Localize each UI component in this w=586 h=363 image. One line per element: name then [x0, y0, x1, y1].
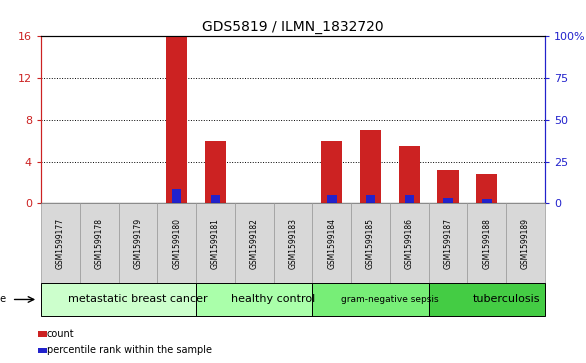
Bar [429, 283, 545, 316]
Text: GSM1599185: GSM1599185 [366, 218, 375, 269]
Text: GSM1599183: GSM1599183 [288, 218, 298, 269]
Bar [321, 140, 342, 203]
Bar [211, 195, 220, 203]
Bar [506, 203, 545, 283]
Text: GSM1599189: GSM1599189 [521, 218, 530, 269]
Bar [274, 203, 312, 283]
Bar [390, 203, 429, 283]
Bar [360, 130, 381, 203]
Text: GSM1599180: GSM1599180 [172, 218, 181, 269]
Bar [312, 283, 429, 316]
Bar [351, 203, 390, 283]
Text: gram-negative sepsis: gram-negative sepsis [341, 295, 439, 304]
Text: tuberculosis: tuberculosis [472, 294, 540, 305]
Text: GSM1599188: GSM1599188 [482, 218, 491, 269]
Text: GSM1599184: GSM1599184 [327, 218, 336, 269]
Bar [157, 203, 196, 283]
Text: disease state: disease state [0, 294, 6, 305]
Text: GSM1599178: GSM1599178 [95, 218, 104, 269]
Text: GSM1599187: GSM1599187 [444, 218, 452, 269]
Text: GSM1599182: GSM1599182 [250, 218, 259, 269]
Bar [429, 203, 468, 283]
Bar [118, 203, 157, 283]
Bar [482, 199, 492, 203]
Bar [398, 146, 420, 203]
Bar [366, 195, 375, 203]
Bar [476, 174, 498, 203]
Bar [80, 203, 118, 283]
Bar [404, 195, 414, 203]
Bar [41, 283, 196, 316]
Text: metastatic breast cancer: metastatic breast cancer [68, 294, 208, 305]
Bar [196, 283, 312, 316]
Title: GDS5819 / ILMN_1832720: GDS5819 / ILMN_1832720 [202, 20, 384, 34]
Bar [437, 170, 459, 203]
Bar [166, 36, 188, 203]
Text: GSM1599186: GSM1599186 [405, 218, 414, 269]
Bar [327, 195, 336, 203]
Bar [235, 203, 274, 283]
Text: healthy control: healthy control [231, 294, 316, 305]
Bar [41, 203, 80, 283]
Text: percentile rank within the sample: percentile rank within the sample [47, 345, 212, 355]
Text: GSM1599181: GSM1599181 [211, 218, 220, 269]
Bar [468, 203, 506, 283]
Bar [172, 189, 182, 203]
Bar [312, 203, 351, 283]
Bar [196, 203, 235, 283]
Bar [443, 198, 453, 203]
Bar [205, 140, 226, 203]
Text: GSM1599179: GSM1599179 [134, 218, 142, 269]
Text: count: count [47, 329, 74, 339]
Text: GSM1599177: GSM1599177 [56, 218, 65, 269]
